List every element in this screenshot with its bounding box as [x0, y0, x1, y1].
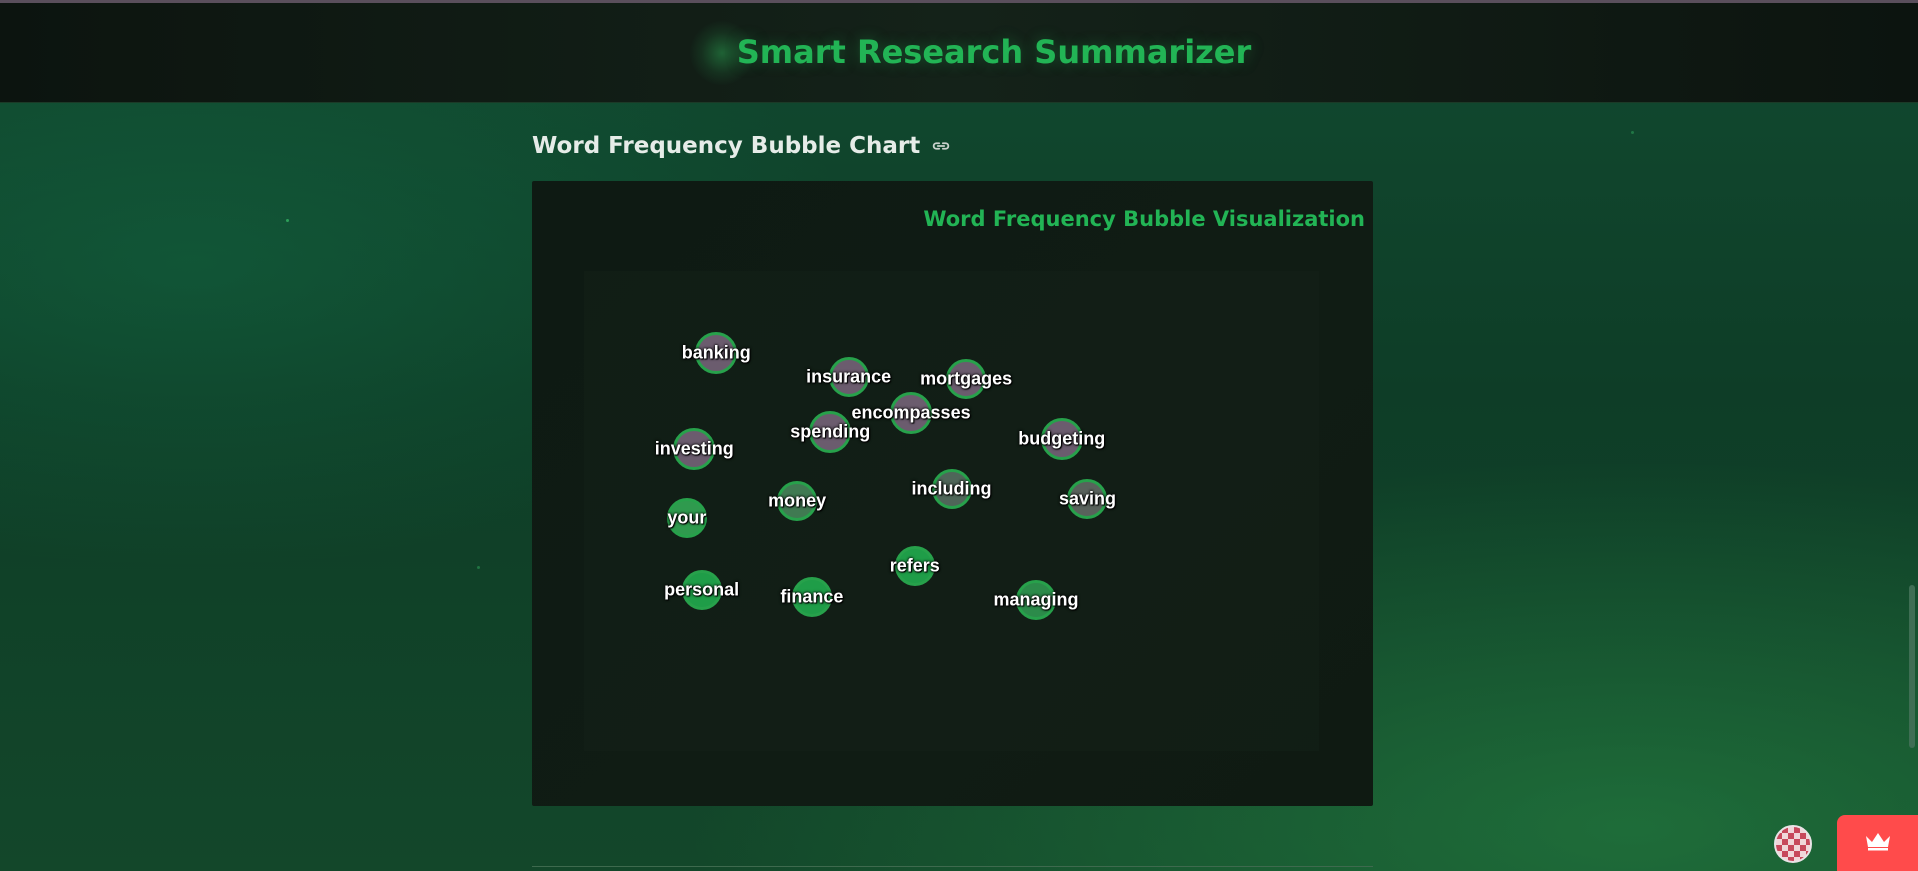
background-speck: [477, 566, 480, 569]
app-title: Smart Research Summarizer: [736, 33, 1252, 71]
bubble-encompasses[interactable]: [890, 391, 933, 434]
bubble-label-insurance: insurance: [806, 366, 892, 387]
bubble-label-money: money: [768, 490, 827, 511]
header-glow: [690, 21, 754, 85]
section-heading: Word Frequency Bubble Chart: [532, 128, 952, 164]
bubble-chart-card: Word Frequency Bubble Visualization bank…: [532, 181, 1373, 806]
chart-title: Word Frequency Bubble Visualization: [923, 207, 1365, 231]
bubble-label-including: including: [911, 478, 992, 499]
bubble-label-personal: personal: [664, 579, 740, 600]
bubble-your[interactable]: [666, 498, 707, 539]
bubble-label-investing: investing: [654, 438, 734, 459]
crown-icon: [1863, 830, 1893, 856]
link-icon[interactable]: [930, 135, 952, 157]
bubble-budgeting[interactable]: [1040, 418, 1083, 460]
bubble-label-managing: managing: [993, 589, 1079, 610]
bubble-insurance[interactable]: [828, 356, 869, 397]
bubble-label-encompasses: encompasses: [851, 402, 971, 423]
bubble-banking[interactable]: [695, 331, 738, 374]
bubble-saving[interactable]: [1067, 479, 1108, 519]
background-speck: [286, 219, 289, 222]
bubble-managing[interactable]: [1016, 579, 1057, 620]
bubble-spending[interactable]: [809, 410, 852, 453]
bubble-label-your: your: [667, 507, 707, 528]
bubble-including[interactable]: [931, 469, 972, 510]
background-speck: [1631, 131, 1634, 134]
section-title: Word Frequency Bubble Chart: [532, 133, 921, 159]
plot-area: banking insurance mortgages encompasses spen…: [584, 271, 1319, 751]
bubble-refers[interactable]: [894, 546, 935, 587]
bubble-label-mortgages: mortgages: [920, 368, 1013, 389]
bubble-mortgages[interactable]: [946, 359, 987, 399]
bubble-money[interactable]: [777, 481, 818, 522]
top-stripe: [0, 0, 1918, 3]
bubble-label-saving: saving: [1058, 488, 1116, 509]
scrollbar-track[interactable]: [1906, 102, 1918, 871]
crown-button[interactable]: [1837, 815, 1918, 871]
bubble-label-finance: finance: [780, 586, 844, 607]
section-divider: [532, 866, 1373, 867]
bubble-label-refers: refers: [889, 555, 940, 576]
scrollbar-thumb[interactable]: [1909, 585, 1915, 748]
bubble-label-spending: spending: [790, 421, 871, 442]
bubble-investing[interactable]: [673, 427, 716, 470]
bubble-label-budgeting: budgeting: [1018, 428, 1106, 449]
avatar-icon[interactable]: [1774, 825, 1812, 863]
bubble-label-banking: banking: [681, 342, 751, 363]
bubble-personal[interactable]: [681, 570, 722, 611]
bubble-finance[interactable]: [791, 577, 832, 618]
app-header: Smart Research Summarizer: [0, 3, 1918, 103]
